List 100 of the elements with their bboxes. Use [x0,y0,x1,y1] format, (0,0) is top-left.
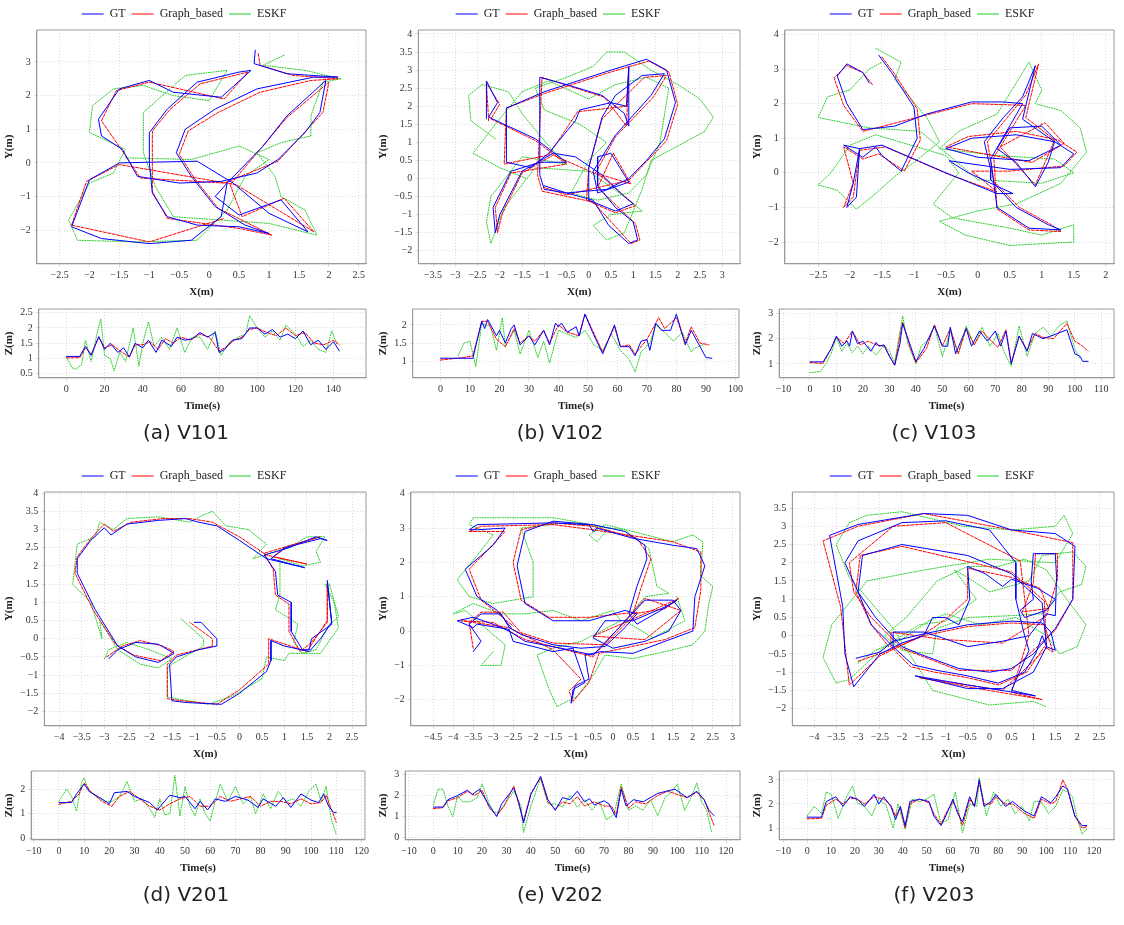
x-tick-label: 120 [1086,845,1102,857]
x-tick-label: −4.5 [424,731,443,743]
y-tick-label: 3 [394,768,400,779]
y-tick-label: 3.5 [25,504,39,516]
x-tick-label: 50 [179,845,190,857]
legend-label: Graph_based [907,6,971,21]
x-tick-label: 0 [975,269,981,281]
y-tick-label: 3 [773,62,779,74]
x-tick-label: 140 [326,383,342,395]
x-tick-label: −3 [98,731,110,743]
legend-label: ESKF [630,6,661,21]
y-tick-label: −1 [394,659,405,670]
y-tick-label: 0 [399,624,405,636]
x-tick-label: 100 [249,383,265,395]
x-tick-label: −2.5 [468,269,487,281]
x-tick-label: 40 [137,383,148,395]
y-tick-label: 1 [768,357,774,369]
y-tick-label: 0 [33,632,39,644]
legend-label: GT [857,468,875,483]
x-tick-label: 100 [1038,845,1054,857]
x-tick-label: 30 [523,383,534,395]
x-tick-label: −4 [808,731,820,743]
x-tick-label: 1.5 [292,269,306,281]
y-tick-label: 1 [25,122,31,134]
x-tick-label: 1 [281,731,287,743]
y-tick-label: −1.5 [20,687,39,699]
x-tick-label: 3 [730,731,736,743]
x-axis-title: X(m) [192,747,218,761]
x-tick-label: −2.5 [50,269,69,281]
x-tick-label: 80 [255,845,266,857]
x-tick-label: 1 [630,269,636,281]
y-tick-label: 0.5 [399,154,413,166]
x-tick-label: 110 [1093,383,1109,395]
line-series [468,51,714,245]
legend-label: ESKF [630,468,661,483]
x-tick-label: 90 [647,845,658,857]
x-tick-label: 20 [494,383,505,395]
y-tick-label: 1 [407,136,413,148]
y-tick-label: 0 [20,831,26,843]
x-tick-label: 0.5 [232,269,246,281]
x-tick-label: 10 [452,845,463,857]
x-tick-label: 20 [857,383,868,395]
x-tick-label: 0 [586,269,592,281]
y-tick-label: 0 [773,166,779,178]
x-tick-label: −2.5 [809,269,828,281]
line-series [817,47,1088,246]
x-tick-label: −4 [447,731,459,743]
x-tick-label: 0 [987,731,993,743]
y-tick-label: 2 [20,782,26,794]
text: (a) V101 [141,420,231,444]
y-tick-label: −1.5 [768,684,787,696]
y-tick-label: 1 [401,354,407,366]
x-tick-label: 90 [700,383,711,395]
x-tick-label: −2.5 [870,731,890,743]
x-tick-label: 2 [1103,269,1109,281]
line-series [432,778,712,833]
y-tick-label: 4 [399,487,405,499]
x-tick-label: 2 [327,731,333,743]
text: (b) V102 [515,420,605,444]
x-tick-label: 40 [910,383,921,395]
y-tick-label: 3 [25,55,31,67]
y-tick-label: 1.5 [20,336,33,348]
y-axis-title: Y(m) [750,134,764,160]
x-tick-label: −1.5 [512,269,532,281]
x-tick-label: 10 [464,383,475,395]
x-tick-label: 2.5 [345,731,359,743]
y-tick-label: −0.5 [20,650,39,662]
x-tick-label: 30 [501,845,512,857]
x-tick-label: −1.5 [872,269,892,281]
y-tick-label: 2 [399,556,405,568]
line-series [809,315,1081,374]
x-tick-label: 1 [1030,731,1036,743]
x-tick-label: 0 [430,845,436,857]
x-tick-label: 1.5 [1067,269,1080,281]
y-axis-title: Z(m) [376,793,390,818]
y-tick-label: 1 [773,131,779,143]
x-tick-label: −0.5 [557,269,576,281]
line-series [65,315,338,372]
y-axis-title: Z(m) [750,331,764,356]
y-tick-label: 0 [407,172,413,184]
x-tick-label: 60 [205,845,216,857]
x-tick-label: 60 [574,845,585,857]
x-tick-label: −3.5 [72,731,91,743]
x-tick-label: −2 [84,269,95,281]
x-tick-label: 0 [56,845,62,857]
x-tick-label: 80 [1016,383,1027,395]
x-tick-label: −3 [852,731,864,743]
y-tick-label: 0 [781,629,787,641]
y-tick-label: −2 [20,223,31,235]
legend-label: ESKF [256,468,287,483]
x-tick-label: 120 [718,845,734,857]
y-axis-title: Y(m) [376,134,390,160]
x-tick-label: 0.5 [1003,269,1017,281]
x-tick-label: 10 [79,845,90,857]
y-tick-label: 2 [773,97,779,109]
x-axis-title: Time(s) [184,399,221,413]
x-tick-label: 0 [206,269,212,281]
y-tick-label: −2 [27,705,39,717]
x-tick-label: −3.5 [827,731,846,743]
x-tick-label: 2 [675,269,681,281]
